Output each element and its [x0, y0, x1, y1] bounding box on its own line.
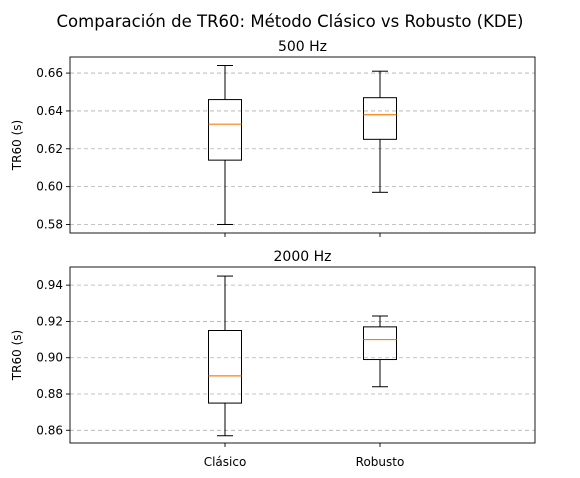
- box-iqr: [363, 97, 397, 140]
- axes-frame: [69, 266, 536, 444]
- box-robusto: [363, 70, 397, 193]
- y-axis-label: TR60 (s): [10, 330, 24, 381]
- y-tick-label: 0.66: [36, 66, 63, 80]
- y-tick-label: 0.90: [36, 351, 63, 365]
- box-clásico: [208, 275, 242, 437]
- y-axis-label: TR60 (s): [10, 120, 24, 171]
- subplot-title: 500 Hz: [278, 39, 327, 55]
- box-iqr: [363, 326, 397, 361]
- box-iqr: [208, 330, 242, 404]
- subplot-2: 0.86 0.88 0.90 0.92 0.94 Clásico Robusto 2000 H…: [10, 249, 536, 469]
- y-tick-label: 0.86: [36, 423, 63, 437]
- figure-title: Comparación de TR60: Método Clásico vs R…: [57, 12, 524, 31]
- box-robusto: [363, 315, 397, 388]
- y-tick-label: 0.60: [36, 180, 63, 194]
- x-tick-label: Clásico: [204, 455, 247, 469]
- y-tick-label: 0.64: [36, 104, 63, 118]
- y-tick-label: 0.92: [36, 314, 63, 328]
- y-tick-label: 0.94: [36, 278, 63, 292]
- box-iqr: [208, 99, 242, 161]
- y-tick-label: 0.62: [36, 142, 63, 156]
- box-clásico: [208, 65, 242, 225]
- y-tick-label: 0.88: [36, 387, 63, 401]
- subplot-title: 2000 Hz: [274, 249, 332, 265]
- y-tick-label: 0.58: [36, 217, 63, 231]
- axes-frame: [69, 56, 536, 234]
- subplot-1: 0.58 0.60 0.62 0.64 0.66 500 Hz TR60 (s): [10, 39, 536, 237]
- x-tick-label: Robusto: [356, 455, 405, 469]
